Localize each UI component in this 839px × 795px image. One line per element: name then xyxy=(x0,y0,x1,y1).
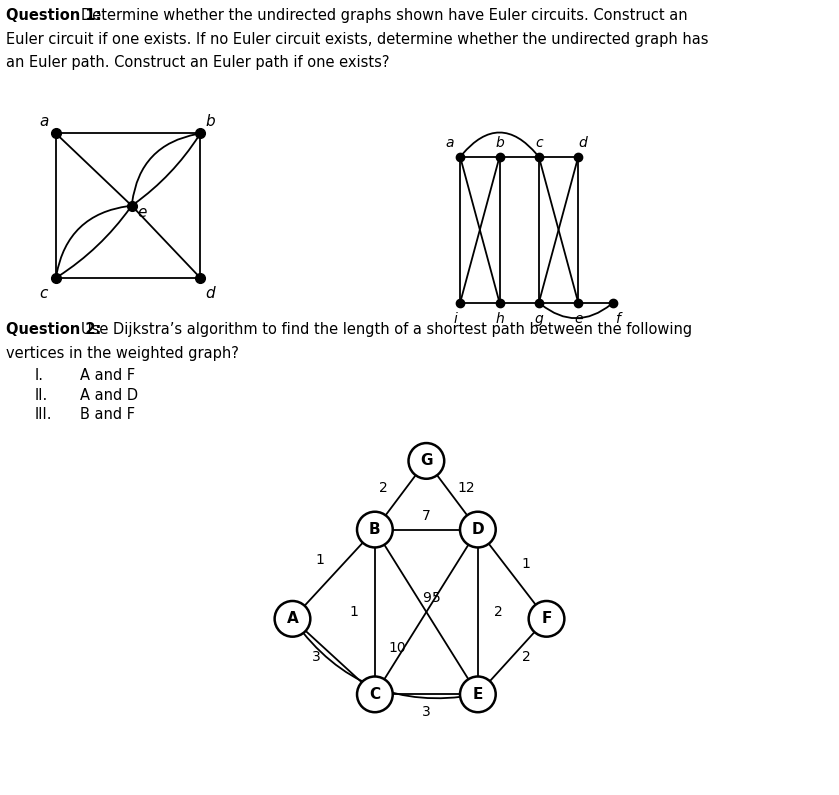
Text: e: e xyxy=(574,312,582,326)
Text: c: c xyxy=(39,285,48,301)
Text: 10: 10 xyxy=(388,641,406,654)
Text: F: F xyxy=(541,611,552,626)
Text: 2: 2 xyxy=(522,650,530,664)
Text: A and D: A and D xyxy=(80,388,138,402)
Text: vertices in the weighted graph?: vertices in the weighted graph? xyxy=(6,346,239,361)
Circle shape xyxy=(529,601,565,637)
Text: G: G xyxy=(420,453,433,468)
Text: II.: II. xyxy=(35,388,49,402)
Text: a: a xyxy=(446,136,454,149)
Text: 12: 12 xyxy=(457,482,475,495)
Text: i: i xyxy=(454,312,458,326)
Text: E: E xyxy=(472,687,483,702)
Text: A: A xyxy=(287,611,299,626)
Text: 2: 2 xyxy=(494,605,503,619)
Text: an Euler path. Construct an Euler path if one exists?: an Euler path. Construct an Euler path i… xyxy=(6,55,389,70)
Text: g: g xyxy=(534,312,544,326)
Circle shape xyxy=(409,443,444,479)
Text: c: c xyxy=(535,136,543,149)
Text: C: C xyxy=(369,687,380,702)
Text: 1: 1 xyxy=(315,553,325,568)
Circle shape xyxy=(357,677,393,712)
Text: 7: 7 xyxy=(422,509,430,523)
Text: d: d xyxy=(206,285,216,301)
Text: Euler circuit if one exists. If no Euler circuit exists, determine whether the u: Euler circuit if one exists. If no Euler… xyxy=(6,32,708,47)
Text: e: e xyxy=(137,204,147,219)
Circle shape xyxy=(460,677,496,712)
Text: h: h xyxy=(495,312,504,326)
Text: A and F: A and F xyxy=(80,367,135,382)
Text: 9: 9 xyxy=(422,591,430,605)
Text: 3: 3 xyxy=(312,650,320,664)
Text: 5: 5 xyxy=(432,591,441,605)
Text: Determine whether the undirected graphs shown have Euler circuits. Construct an: Determine whether the undirected graphs … xyxy=(81,8,688,23)
Text: 2: 2 xyxy=(379,482,388,495)
Text: Use Dijkstra’s algorithm to find the length of a shortest path between the follo: Use Dijkstra’s algorithm to find the len… xyxy=(81,322,692,337)
Text: Question 2:: Question 2: xyxy=(6,322,102,337)
Text: Question 1:: Question 1: xyxy=(6,8,102,23)
Text: I.: I. xyxy=(35,367,44,382)
Circle shape xyxy=(274,601,310,637)
Text: III.: III. xyxy=(35,407,53,422)
Text: D: D xyxy=(472,522,484,537)
Text: 3: 3 xyxy=(422,704,430,719)
Text: b: b xyxy=(495,136,504,149)
Text: B: B xyxy=(369,522,381,537)
Text: a: a xyxy=(39,114,49,130)
Text: d: d xyxy=(578,136,587,149)
Text: 1: 1 xyxy=(350,605,359,619)
Text: B and F: B and F xyxy=(80,407,135,422)
Text: f: f xyxy=(615,312,620,326)
Text: 1: 1 xyxy=(522,557,530,571)
Text: b: b xyxy=(206,114,216,130)
Circle shape xyxy=(460,512,496,548)
Circle shape xyxy=(357,512,393,548)
